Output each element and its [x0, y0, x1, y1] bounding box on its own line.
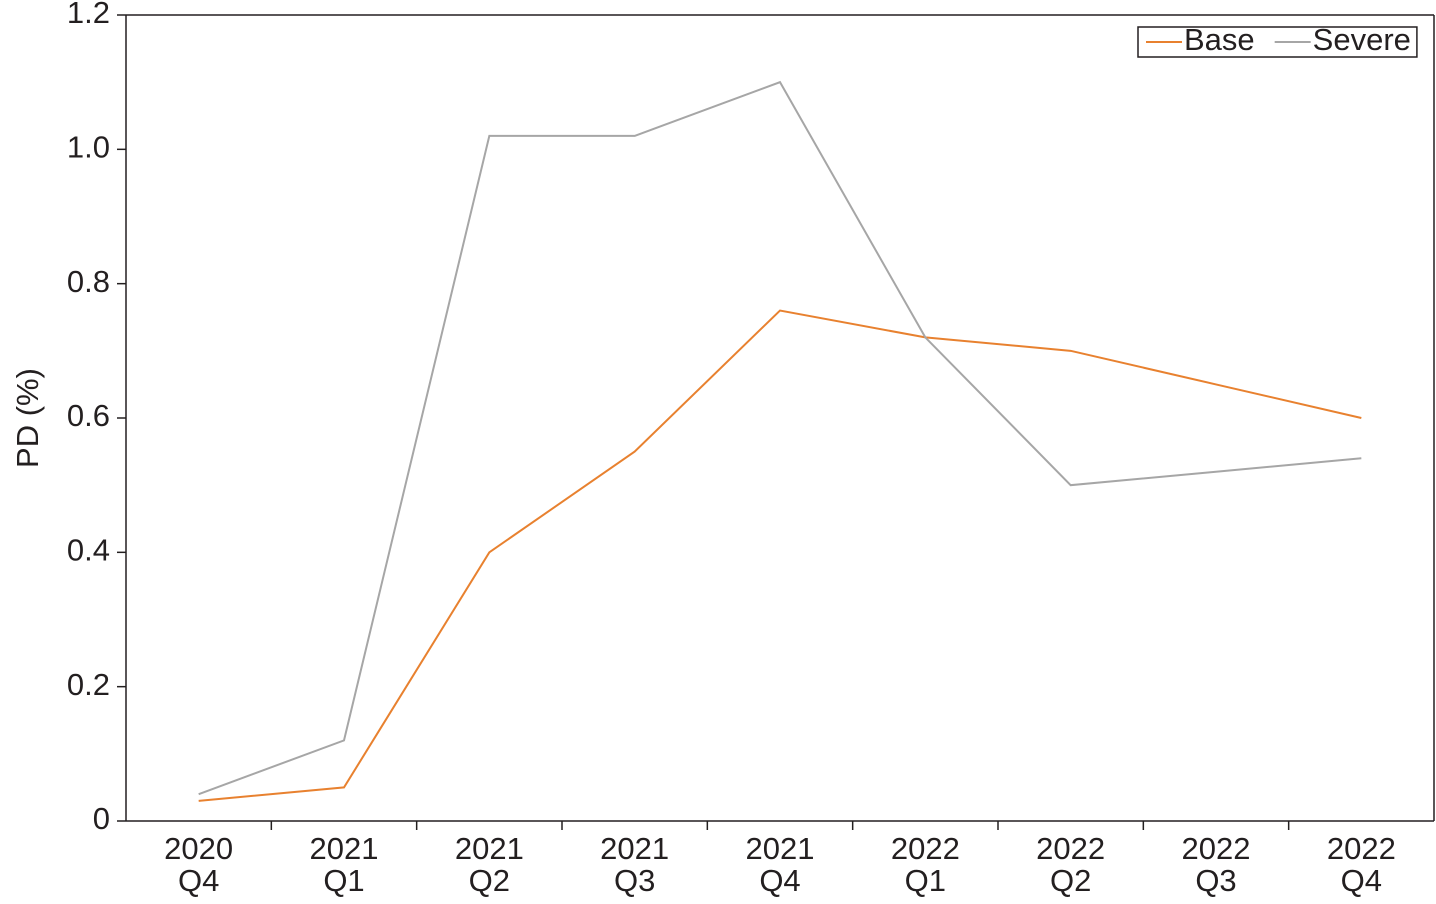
y-tick-label: 0.4 — [67, 533, 110, 568]
y-tick-label: 0.8 — [67, 264, 110, 299]
y-tick-label: 1.2 — [67, 0, 110, 30]
legend-label: Severe — [1313, 22, 1411, 57]
x-tick-label: 2022 Q1 — [891, 831, 960, 898]
series-line — [198, 80, 1362, 796]
y-tick-label: 0.6 — [67, 398, 110, 433]
series-line — [198, 309, 1362, 802]
y-tick-label: 0.2 — [67, 667, 110, 702]
x-tick-label: 2021 Q4 — [746, 831, 815, 898]
x-tick-label: 2021 Q3 — [600, 831, 669, 898]
y-axis-label: PD (%) — [10, 368, 45, 468]
y-tick-label: 0 — [93, 801, 110, 836]
x-tick-label: 2021 Q1 — [310, 831, 379, 898]
x-tick-label: 2022 Q4 — [1327, 831, 1396, 898]
x-tick-label: 2022 Q3 — [1182, 831, 1251, 898]
y-tick-label: 1.0 — [67, 130, 110, 165]
x-tick-label: 2021 Q2 — [455, 831, 524, 898]
x-tick-label: 2022 Q2 — [1036, 831, 1105, 898]
x-tick-label: 2020 Q4 — [164, 831, 233, 898]
legend-label: Base — [1184, 22, 1255, 57]
